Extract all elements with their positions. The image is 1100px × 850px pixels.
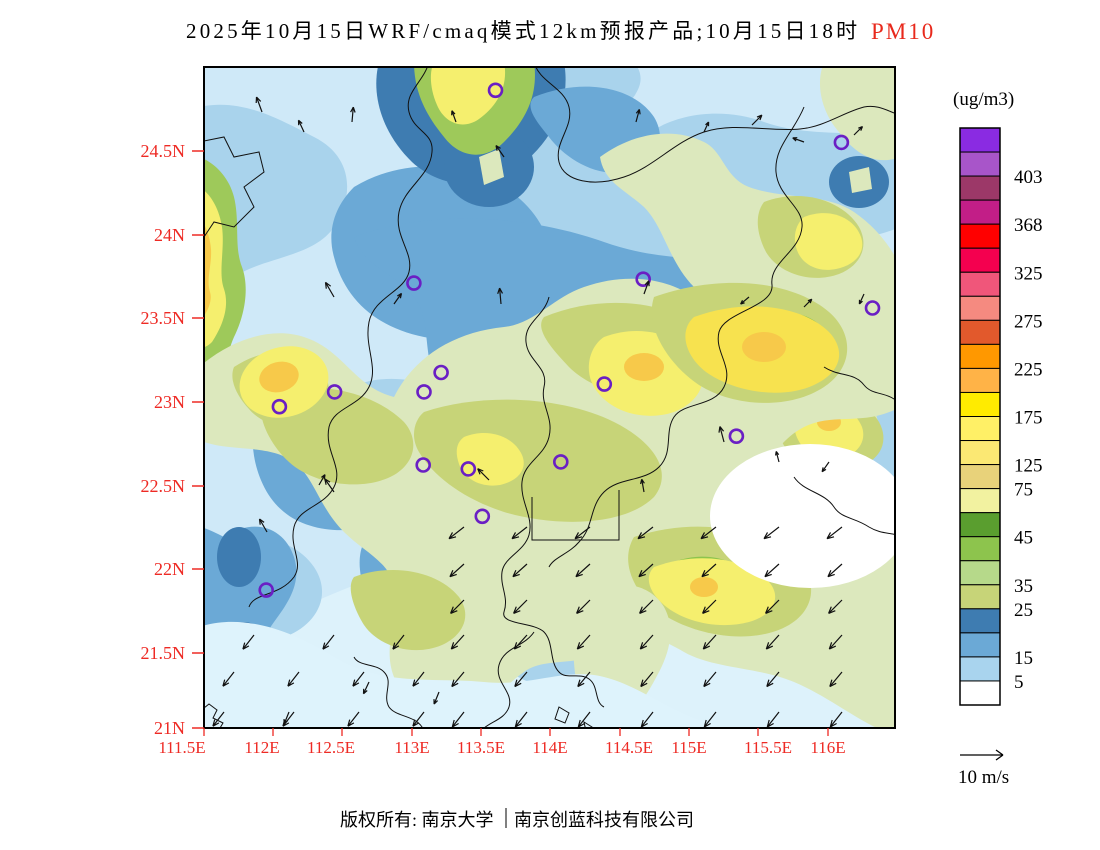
svg-text:22N: 22N	[154, 559, 185, 579]
svg-text:111.5E: 111.5E	[158, 738, 205, 757]
svg-text:112.5E: 112.5E	[307, 738, 355, 757]
svg-text:116E: 116E	[810, 738, 845, 757]
svg-text:368: 368	[1014, 215, 1043, 236]
svg-text:115.5E: 115.5E	[744, 738, 792, 757]
svg-text:15: 15	[1014, 648, 1033, 669]
svg-text:275: 275	[1014, 311, 1043, 332]
svg-text:113E: 113E	[394, 738, 429, 757]
svg-text:24.5N: 24.5N	[141, 141, 186, 161]
svg-text:114.5E: 114.5E	[605, 738, 653, 757]
svg-text:114E: 114E	[532, 738, 567, 757]
svg-text:21.5N: 21.5N	[141, 643, 186, 663]
svg-text:23N: 23N	[154, 392, 185, 412]
svg-text:75: 75	[1014, 480, 1033, 501]
svg-text:225: 225	[1014, 359, 1043, 380]
svg-text:45: 45	[1014, 528, 1033, 549]
svg-text:10 m/s: 10 m/s	[958, 767, 1009, 788]
svg-text:PM10: PM10	[871, 19, 935, 44]
svg-text:113.5E: 113.5E	[457, 738, 505, 757]
svg-text:版权所有: 南京大学: 版权所有: 南京大学	[340, 810, 494, 830]
svg-text:125: 125	[1014, 456, 1043, 477]
svg-text:23.5N: 23.5N	[141, 308, 186, 328]
svg-text:35: 35	[1014, 576, 1033, 597]
svg-text:南京创蓝科技有限公司: 南京创蓝科技有限公司	[514, 810, 694, 830]
svg-text:175: 175	[1014, 408, 1043, 429]
svg-text:22.5N: 22.5N	[141, 476, 186, 496]
svg-text:25: 25	[1014, 600, 1033, 621]
svg-text:2025年10月15日WRF/cmaq模式12km预报产品;: 2025年10月15日WRF/cmaq模式12km预报产品;10月15日18时	[186, 19, 860, 43]
svg-text:(ug/m3): (ug/m3)	[953, 89, 1014, 110]
svg-text:112E: 112E	[244, 738, 279, 757]
svg-text:21N: 21N	[154, 718, 185, 738]
svg-text:403: 403	[1014, 167, 1043, 188]
svg-text:5: 5	[1014, 672, 1024, 693]
svg-text:24N: 24N	[154, 225, 185, 245]
svg-text:115E: 115E	[671, 738, 706, 757]
svg-text:325: 325	[1014, 263, 1043, 284]
